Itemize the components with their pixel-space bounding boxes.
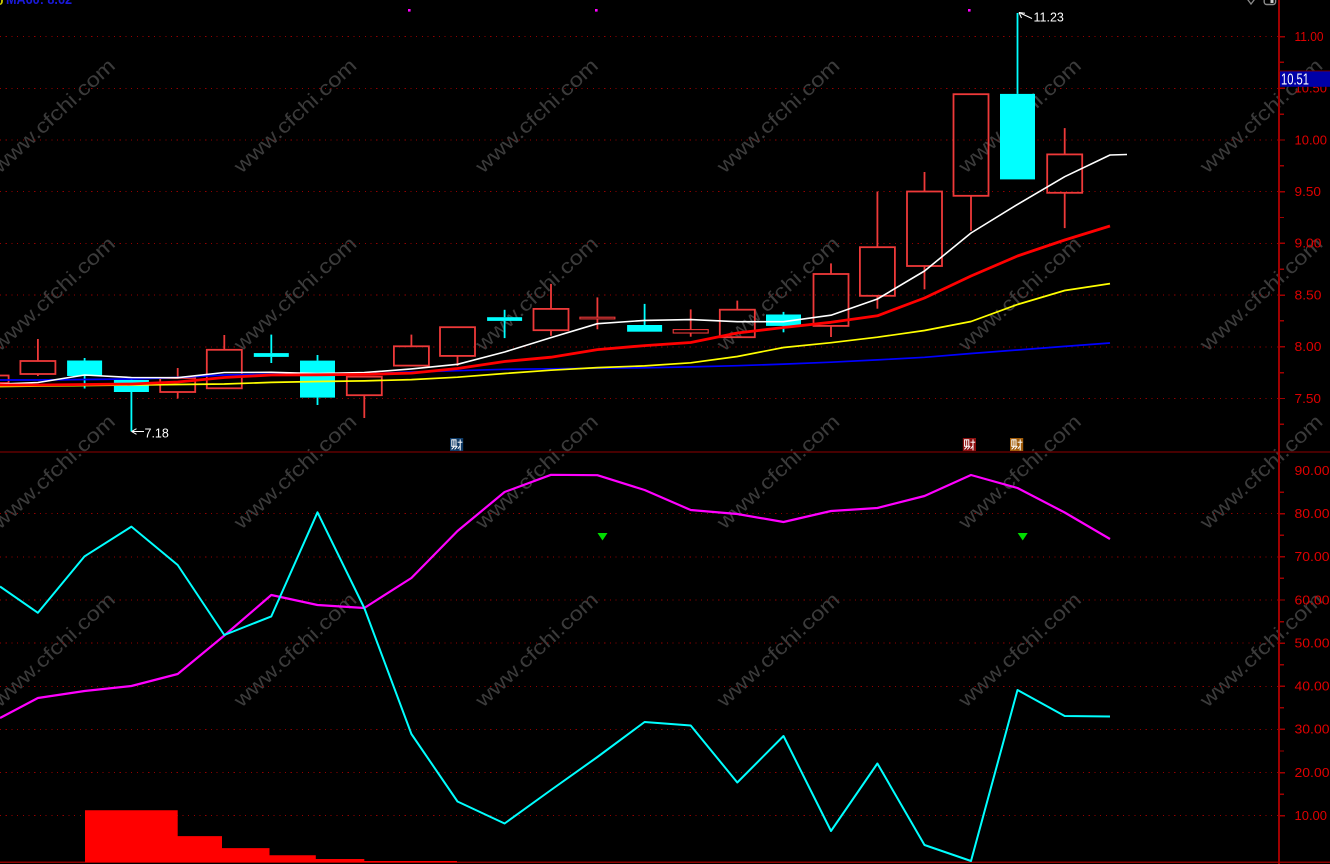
svg-text:www.cfchi.com: www.cfchi.com bbox=[229, 55, 361, 179]
svg-text:40.00: 40.00 bbox=[1295, 680, 1330, 694]
svg-text:30.00: 30.00 bbox=[1295, 723, 1330, 737]
svg-text:www.cfchi.com: www.cfchi.com bbox=[229, 411, 361, 535]
svg-text:11.23: 11.23 bbox=[1034, 11, 1064, 25]
svg-text:9.50: 9.50 bbox=[1295, 185, 1322, 199]
svg-text:www.cfchi.com: www.cfchi.com bbox=[712, 411, 844, 535]
svg-text:www.cfchi.com: www.cfchi.com bbox=[229, 233, 361, 357]
svg-text:www.cfchi.com: www.cfchi.com bbox=[712, 55, 844, 179]
svg-text:80.00: 80.00 bbox=[1295, 507, 1330, 521]
svg-text:0: 0 bbox=[0, 0, 4, 8]
svg-text:www.cfchi.com: www.cfchi.com bbox=[471, 589, 603, 713]
svg-text:9.00: 9.00 bbox=[1295, 237, 1322, 251]
svg-text:www.cfchi.com: www.cfchi.com bbox=[471, 411, 603, 535]
svg-text:60.00: 60.00 bbox=[1295, 593, 1330, 607]
svg-text:50.00: 50.00 bbox=[1295, 636, 1330, 650]
svg-text:11.00: 11.00 bbox=[1295, 30, 1324, 44]
svg-text:8.50: 8.50 bbox=[1295, 288, 1322, 302]
svg-text:7.18: 7.18 bbox=[145, 427, 169, 441]
svg-text:www.cfchi.com: www.cfchi.com bbox=[0, 55, 120, 179]
svg-text:70.00: 70.00 bbox=[1295, 550, 1330, 564]
svg-text:10.00: 10.00 bbox=[1295, 133, 1328, 147]
svg-text:20.00: 20.00 bbox=[1295, 766, 1330, 780]
svg-text:www.cfchi.com: www.cfchi.com bbox=[954, 411, 1086, 535]
svg-text:10.00: 10.00 bbox=[1295, 809, 1328, 823]
svg-text:10.51: 10.51 bbox=[1281, 72, 1309, 89]
svg-text:www.cfchi.com: www.cfchi.com bbox=[471, 55, 603, 179]
svg-text:MA60: 8.62: MA60: 8.62 bbox=[6, 0, 72, 7]
svg-text:7.50: 7.50 bbox=[1295, 392, 1322, 406]
svg-text:90.00: 90.00 bbox=[1295, 464, 1330, 478]
svg-text:www.cfchi.com: www.cfchi.com bbox=[954, 589, 1086, 713]
svg-text:8.00: 8.00 bbox=[1295, 340, 1322, 354]
svg-text:www.cfchi.com: www.cfchi.com bbox=[0, 411, 120, 535]
svg-text:www.cfchi.com: www.cfchi.com bbox=[712, 589, 844, 713]
